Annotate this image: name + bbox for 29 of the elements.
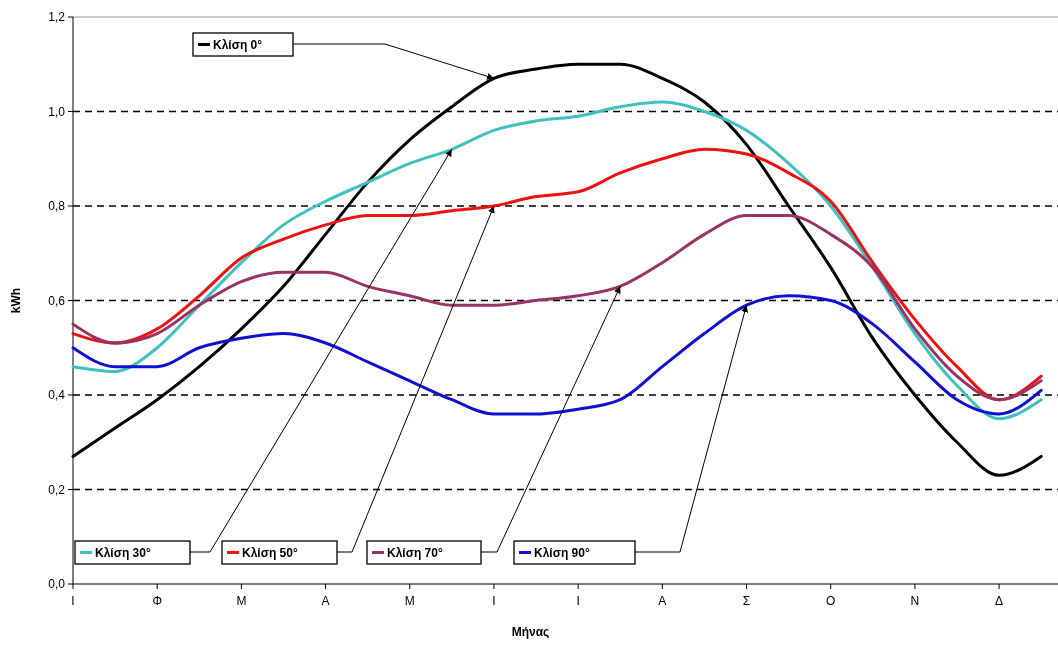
y-tick-label: 0,8	[48, 199, 66, 214]
line-series	[71, 294, 1043, 416]
legend-label: Κλίση 0°	[213, 38, 263, 52]
x-tick-label: Μ	[236, 594, 247, 608]
y-axis-title: kWh	[9, 287, 23, 314]
legend-label: Κλίση 50°	[242, 546, 298, 560]
x-tick-label: Φ	[152, 594, 162, 608]
legend-label: Κλίση 30°	[95, 546, 151, 560]
y-tick-label: 1,2	[48, 10, 66, 25]
x-tick-label: Σ	[742, 594, 751, 608]
y-tick-label: 0,0	[48, 577, 66, 592]
y-tick-label: 1,0	[48, 104, 66, 119]
x-tick-label: Ν	[910, 594, 920, 608]
legend-label: Κλίση 70°	[387, 546, 443, 560]
x-tick-label: Ι	[71, 594, 75, 608]
x-axis-title: Μήνας	[511, 625, 550, 639]
x-tick-label: Μ	[404, 594, 415, 608]
x-tick-label: Ι	[576, 594, 580, 608]
line-series	[71, 100, 1043, 421]
y-tick-label: 0,2	[48, 482, 66, 497]
x-tick-label: Α	[321, 594, 330, 608]
y-tick-label: 0,4	[48, 388, 66, 403]
y-tick-label: 0,6	[48, 293, 66, 308]
line-series	[71, 213, 1043, 402]
x-tick-label: Ι	[492, 594, 496, 608]
x-tick-label: Α	[658, 594, 667, 608]
x-tick-label: Ο	[826, 594, 836, 608]
x-tick-label: Δ	[995, 594, 1004, 608]
legend-label: Κλίση 90°	[534, 546, 590, 560]
